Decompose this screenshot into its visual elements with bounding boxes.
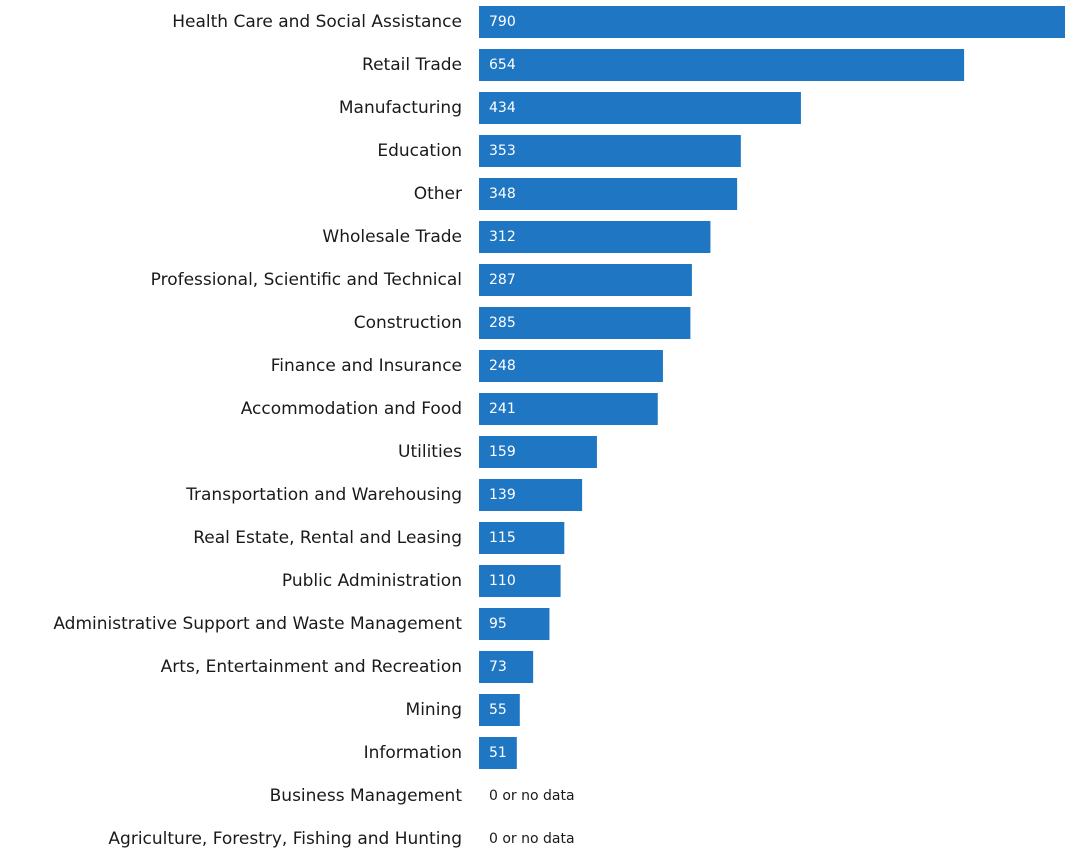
no-data-label: 0 or no data — [489, 831, 575, 847]
value-label: 353 — [489, 143, 516, 159]
value-label: 110 — [489, 573, 516, 589]
bar — [479, 651, 534, 683]
category-labels: Health Care and Social Assistance Retail … — [53, 12, 462, 849]
category-label: Retail Trade — [362, 55, 462, 75]
value-label: 287 — [489, 272, 516, 288]
value-label: 434 — [489, 100, 516, 116]
bar — [479, 264, 692, 296]
bar — [479, 737, 517, 769]
bar — [479, 221, 711, 253]
bar — [479, 135, 741, 167]
value-label: 115 — [489, 530, 516, 546]
category-label: Mining — [406, 700, 462, 720]
category-label: Business Management — [270, 786, 463, 806]
bar — [479, 436, 597, 468]
category-label: Real Estate, Rental and Leasing — [193, 528, 462, 548]
value-label: 73 — [489, 659, 507, 675]
value-label: 95 — [489, 616, 507, 632]
category-label: Other — [414, 184, 462, 204]
category-label: Transportation and Warehousing — [185, 485, 462, 505]
category-label: Utilities — [398, 442, 462, 462]
value-labels: 790 654 434 353 348 312 287 285 248 241 159 139 115 1… — [489, 14, 575, 847]
value-label: 51 — [489, 745, 507, 761]
category-label: Information — [364, 743, 462, 763]
bar — [479, 178, 738, 210]
category-label: Administrative Support and Waste Managem… — [53, 614, 462, 634]
value-label: 285 — [489, 315, 516, 331]
value-label: 159 — [489, 444, 516, 460]
bar — [479, 608, 550, 640]
value-label: 654 — [489, 57, 516, 73]
value-label: 348 — [489, 186, 516, 202]
bar — [479, 565, 561, 597]
category-label: Accommodation and Food — [241, 399, 462, 419]
bar — [479, 350, 663, 382]
bar — [479, 49, 965, 81]
category-label: Agriculture, Forestry, Fishing and Hunti… — [108, 829, 462, 849]
value-label: 790 — [489, 14, 516, 30]
category-label: Construction — [354, 313, 462, 333]
bar — [479, 92, 801, 124]
category-label: Finance and Insurance — [271, 356, 462, 376]
bar — [479, 479, 583, 511]
category-label: Education — [377, 141, 462, 161]
bar — [479, 393, 658, 425]
value-label: 241 — [489, 401, 516, 417]
category-label: Professional, Scientific and Technical — [151, 270, 462, 290]
category-label: Wholesale Trade — [322, 227, 462, 247]
category-label: Public Administration — [282, 571, 462, 591]
value-label: 312 — [489, 229, 516, 245]
category-label: Health Care and Social Assistance — [172, 12, 462, 32]
value-label: 248 — [489, 358, 516, 374]
bars — [479, 6, 1065, 769]
bar — [479, 307, 691, 339]
value-label: 139 — [489, 487, 516, 503]
value-label: 55 — [489, 702, 507, 718]
bar — [479, 522, 565, 554]
bar — [479, 694, 520, 726]
bar — [479, 6, 1065, 38]
category-label: Arts, Entertainment and Recreation — [161, 657, 462, 677]
no-data-label: 0 or no data — [489, 788, 575, 804]
category-label: Manufacturing — [339, 98, 462, 118]
